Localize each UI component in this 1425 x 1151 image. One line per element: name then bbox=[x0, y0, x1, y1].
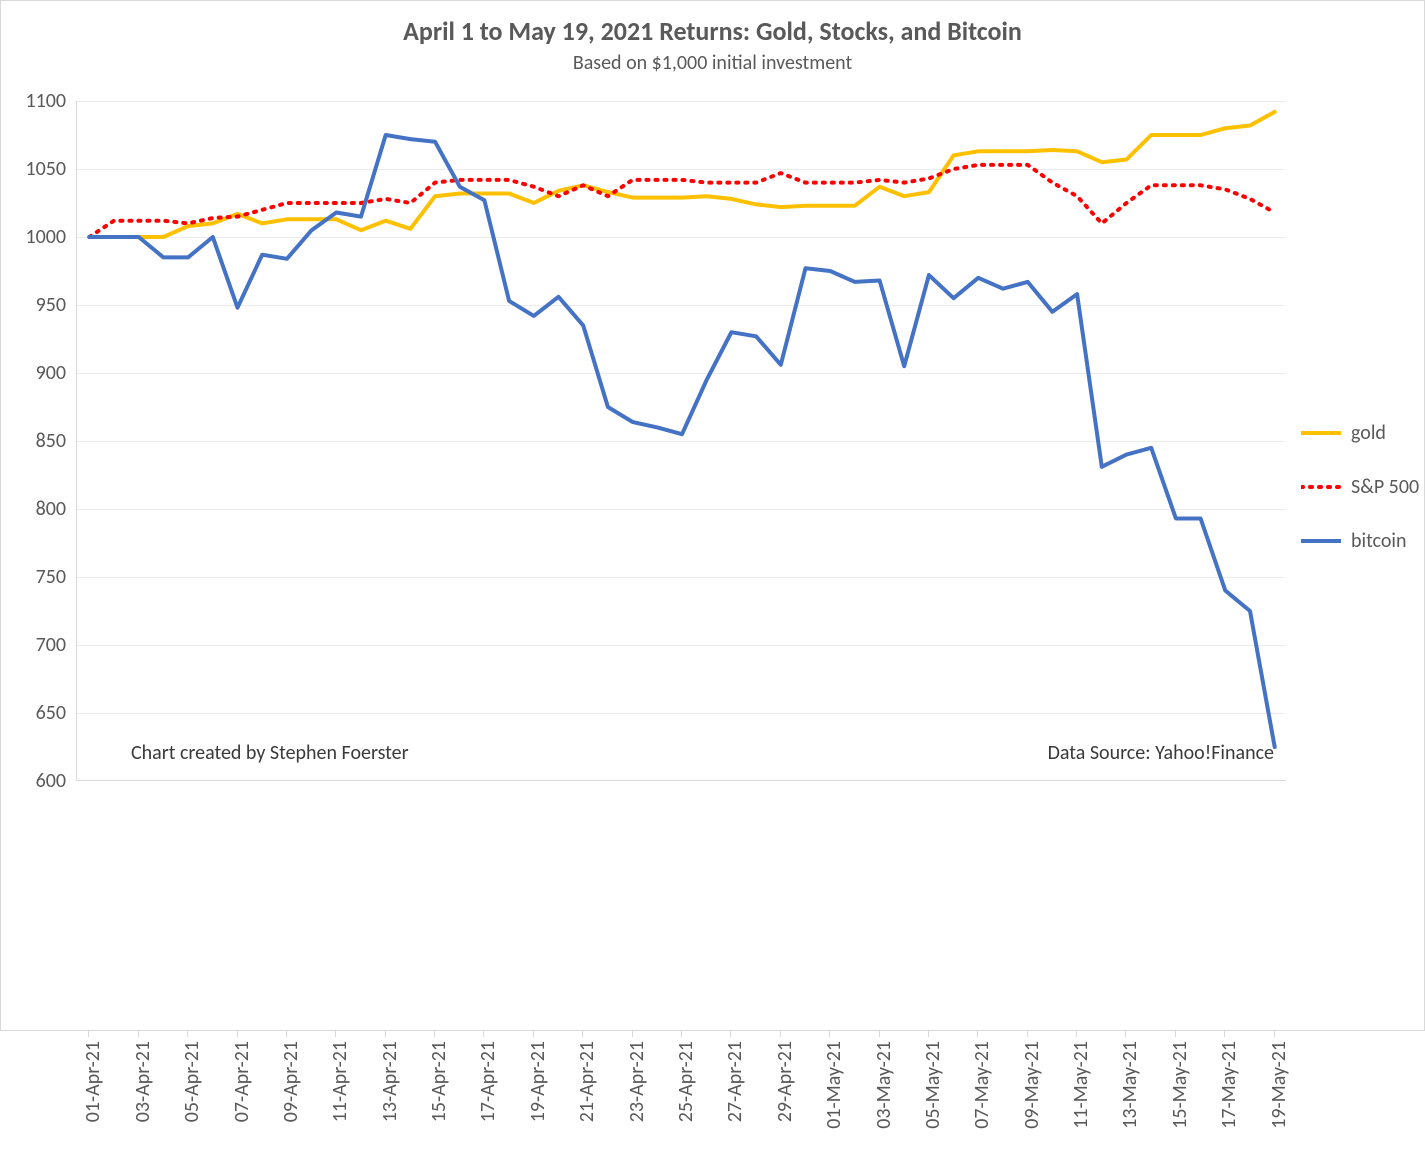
x-tick-mark bbox=[483, 1031, 484, 1037]
legend-label: S&P 500 bbox=[1351, 475, 1419, 499]
x-tick-label: 27-Apr-21 bbox=[723, 1041, 747, 1151]
x-tick-mark bbox=[1224, 1031, 1225, 1037]
x-tick-label: 01-Apr-21 bbox=[81, 1041, 105, 1151]
x-tick-label: 09-Apr-21 bbox=[279, 1041, 303, 1151]
x-tick-mark bbox=[533, 1031, 534, 1037]
x-tick-label: 17-May-21 bbox=[1217, 1041, 1241, 1151]
x-tick-label: 03-Apr-21 bbox=[131, 1041, 155, 1151]
series-line-bitcoin bbox=[89, 135, 1274, 747]
x-tick-mark bbox=[780, 1031, 781, 1037]
x-tick-mark bbox=[582, 1031, 583, 1037]
x-tick-mark bbox=[1125, 1031, 1126, 1037]
x-tick-mark bbox=[237, 1031, 238, 1037]
x-tick-label: 11-Apr-21 bbox=[328, 1041, 352, 1151]
x-tick-mark bbox=[632, 1031, 633, 1037]
chart-subtitle: Based on $1,000 initial investment bbox=[1, 51, 1424, 75]
x-tick-label: 05-May-21 bbox=[921, 1041, 945, 1151]
x-tick-label: 07-May-21 bbox=[970, 1041, 994, 1151]
title-block: April 1 to May 19, 2021 Returns: Gold, S… bbox=[1, 15, 1424, 75]
y-tick-label: 650 bbox=[1, 701, 66, 725]
x-tick-mark bbox=[434, 1031, 435, 1037]
x-tick-label: 07-Apr-21 bbox=[230, 1041, 254, 1151]
x-tick-label: 25-Apr-21 bbox=[674, 1041, 698, 1151]
legend-label: bitcoin bbox=[1351, 529, 1407, 553]
x-tick-mark bbox=[187, 1031, 188, 1037]
legend-item-s&p-500: S&P 500 bbox=[1301, 475, 1419, 499]
y-tick-label: 800 bbox=[1, 497, 66, 521]
y-tick-label: 850 bbox=[1, 429, 66, 453]
x-tick-mark bbox=[977, 1031, 978, 1037]
x-tick-mark bbox=[88, 1031, 89, 1037]
legend-swatch bbox=[1301, 429, 1341, 437]
x-tick-label: 19-Apr-21 bbox=[526, 1041, 550, 1151]
x-tick-label: 17-Apr-21 bbox=[476, 1041, 500, 1151]
x-tick-mark bbox=[1027, 1031, 1028, 1037]
x-tick-mark bbox=[286, 1031, 287, 1037]
x-tick-label: 09-May-21 bbox=[1020, 1041, 1044, 1151]
x-tick-label: 15-May-21 bbox=[1168, 1041, 1192, 1151]
x-tick-label: 03-May-21 bbox=[872, 1041, 896, 1151]
x-tick-label: 29-Apr-21 bbox=[773, 1041, 797, 1151]
chart-container: April 1 to May 19, 2021 Returns: Gold, S… bbox=[0, 0, 1425, 1031]
y-tick-label: 700 bbox=[1, 633, 66, 657]
x-tick-mark bbox=[138, 1031, 139, 1037]
x-tick-mark bbox=[879, 1031, 880, 1037]
x-tick-mark bbox=[1076, 1031, 1077, 1037]
chart-title: April 1 to May 19, 2021 Returns: Gold, S… bbox=[1, 15, 1424, 47]
y-tick-label: 1100 bbox=[1, 89, 66, 113]
legend-label: gold bbox=[1351, 421, 1386, 445]
x-tick-label: 01-May-21 bbox=[822, 1041, 846, 1151]
x-tick-mark bbox=[730, 1031, 731, 1037]
y-tick-label: 600 bbox=[1, 769, 66, 793]
legend: gold S&P 500 bitcoin bbox=[1301, 421, 1419, 583]
x-axis: 01-Apr-2103-Apr-2105-Apr-2107-Apr-2109-A… bbox=[76, 781, 1286, 1031]
x-tick-mark bbox=[385, 1031, 386, 1037]
x-tick-label: 05-Apr-21 bbox=[180, 1041, 204, 1151]
x-tick-label: 11-May-21 bbox=[1069, 1041, 1093, 1151]
x-tick-label: 15-Apr-21 bbox=[427, 1041, 451, 1151]
y-tick-label: 750 bbox=[1, 565, 66, 589]
x-tick-label: 19-May-21 bbox=[1267, 1041, 1291, 1151]
y-tick-label: 950 bbox=[1, 293, 66, 317]
legend-swatch bbox=[1301, 537, 1341, 545]
x-tick-mark bbox=[928, 1031, 929, 1037]
y-tick-label: 900 bbox=[1, 361, 66, 385]
y-tick-label: 1000 bbox=[1, 225, 66, 249]
x-tick-label: 13-Apr-21 bbox=[378, 1041, 402, 1151]
legend-swatch bbox=[1301, 483, 1341, 491]
x-tick-label: 21-Apr-21 bbox=[575, 1041, 599, 1151]
x-tick-mark bbox=[1175, 1031, 1176, 1037]
legend-item-gold: gold bbox=[1301, 421, 1419, 445]
lines-layer bbox=[77, 101, 1287, 781]
x-tick-mark bbox=[335, 1031, 336, 1037]
plot-area bbox=[76, 101, 1286, 781]
x-tick-mark bbox=[1274, 1031, 1275, 1037]
series-line-s&p-500 bbox=[89, 165, 1274, 237]
x-tick-label: 13-May-21 bbox=[1118, 1041, 1142, 1151]
x-tick-mark bbox=[681, 1031, 682, 1037]
y-tick-label: 1050 bbox=[1, 157, 66, 181]
x-tick-label: 23-Apr-21 bbox=[625, 1041, 649, 1151]
legend-item-bitcoin: bitcoin bbox=[1301, 529, 1419, 553]
x-tick-mark bbox=[829, 1031, 830, 1037]
